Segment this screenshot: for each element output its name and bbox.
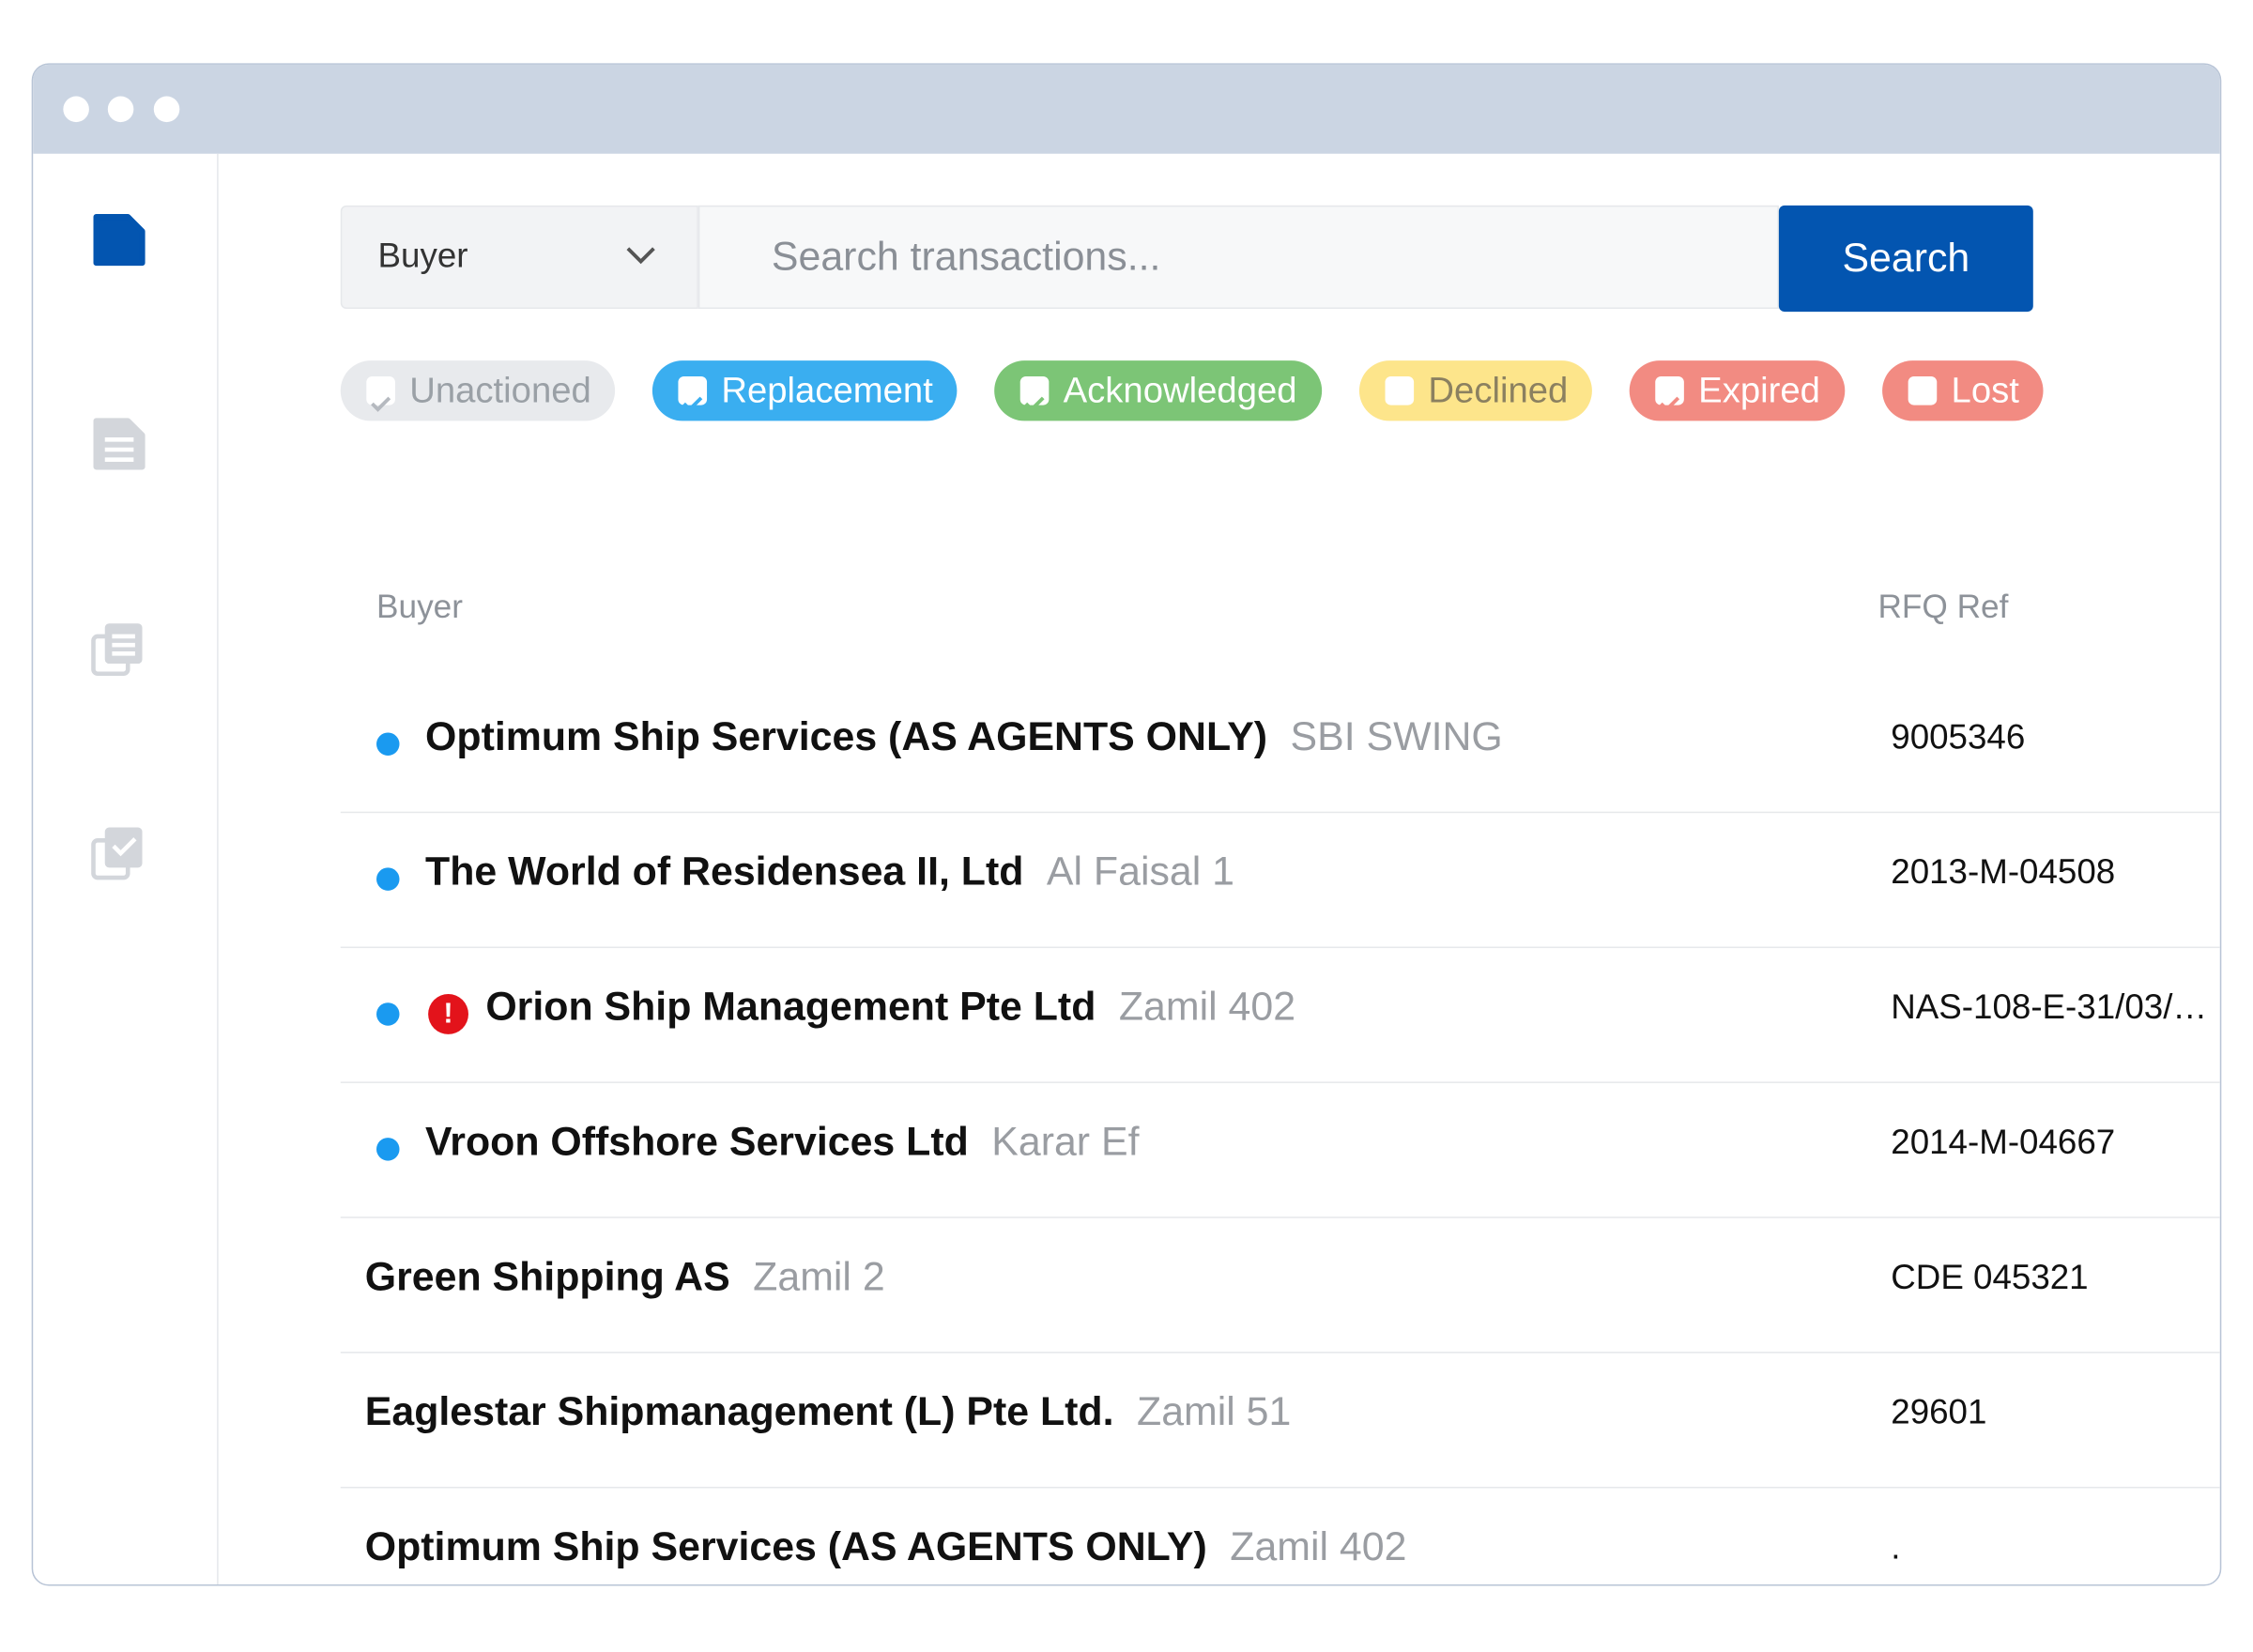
window-dot — [107, 96, 134, 123]
alert-icon: ! — [428, 994, 468, 1034]
nav-icon[interactable] — [90, 211, 147, 268]
search-button[interactable]: Search — [1778, 205, 2033, 313]
checkbox — [678, 375, 708, 412]
table-row[interactable]: Optimum Ship Services (AS AGENTS ONLY) SB… — [340, 677, 2220, 814]
filter-chip[interactable]: Unactioned — [340, 360, 616, 421]
window-dot — [63, 96, 89, 123]
scope-select[interactable]: Buyer — [340, 205, 698, 310]
nav-icon[interactable] — [90, 823, 147, 880]
vessel-name: SBI SWING — [1290, 713, 1503, 759]
checkbox — [1908, 375, 1938, 405]
filter-chip[interactable]: Declined — [1358, 360, 1593, 421]
buyer-name: Optimum Ship Services (AS AGENTS ONLY) — [364, 1523, 1207, 1569]
table-row[interactable]: The World of Residensea II, Ltd Al Faisal… — [340, 812, 2220, 949]
buyer-name: Orion Ship Management Pte Ltd — [485, 984, 1096, 1029]
filter-chip[interactable]: Expired — [1629, 360, 1845, 421]
filter-label: Unactioned — [409, 370, 591, 411]
unread-dot — [376, 732, 400, 756]
check — [1024, 396, 1045, 412]
check — [682, 396, 703, 412]
buyer-cell: Green Shipping AS Zamil 2 — [365, 1254, 885, 1300]
table-row[interactable]: Optimum Ship Services (AS AGENTS ONLY) Za… — [341, 1487, 2220, 1584]
filter-chip[interactable]: Replacement — [651, 360, 958, 421]
rfq-ref: CDE 045321 — [1891, 1258, 2089, 1297]
unread-dot — [376, 1138, 400, 1161]
vessel-name: Zamil 402 — [1118, 984, 1296, 1029]
filter-chip[interactable]: Acknowledged — [994, 360, 1322, 421]
unread-dot — [376, 1002, 400, 1026]
filter-label: Expired — [1698, 370, 1820, 411]
scope-text: Buyer — [377, 237, 468, 276]
vessel-name: Zamil 402 — [1230, 1523, 1407, 1569]
rfq-ref: 9005346 — [1891, 718, 2026, 757]
table-row[interactable]: Eaglestar Shipmanagement (L) Pte Ltd. Zam… — [340, 1352, 2220, 1489]
placeholder: Search transactions... — [771, 234, 1161, 279]
vessel-name: Zamil 51 — [1137, 1388, 1292, 1434]
vessel-name: Zamil 2 — [753, 1254, 885, 1299]
column-header: Buyer — [376, 587, 463, 625]
window: Buyer Search transactions... Search Unac… — [31, 63, 2222, 1586]
rfq-ref: NAS-108-E-31/03/… — [1891, 987, 2208, 1028]
buyer-name: Green Shipping AS — [364, 1254, 730, 1299]
sidebar — [33, 153, 219, 1585]
unread-dot — [376, 867, 400, 891]
buyer-cell: Vroon Offshore Services Ltd Karar Ef — [425, 1119, 1139, 1165]
title-bar — [33, 64, 2220, 154]
checkbox — [1019, 375, 1050, 412]
checkbox — [1385, 375, 1415, 405]
rfq-ref: 2014-M-04667 — [1891, 1123, 2116, 1163]
buyer-name: The World of Residensea II, Ltd — [425, 849, 1024, 894]
nav-icon[interactable] — [90, 620, 147, 677]
vessel-name: Al Faisal 1 — [1046, 849, 1235, 894]
buyer-name: Eaglestar Shipmanagement (L) Pte Ltd. — [364, 1388, 1114, 1434]
filter-label: Replacement — [721, 370, 933, 411]
chevron — [626, 247, 655, 265]
rfq-ref: 29601 — [1891, 1393, 1987, 1432]
buyer-cell: Optimum Ship Services (AS AGENTS ONLY) Za… — [365, 1524, 1407, 1570]
vessel-name: Karar Ef — [991, 1119, 1140, 1164]
buyer-cell: Optimum Ship Services (AS AGENTS ONLY) SB… — [425, 714, 1503, 760]
buyer-cell: Orion Ship Management Pte Ltd Zamil 402 — [485, 984, 1295, 1030]
filter-label: Declined — [1428, 370, 1569, 411]
nav-icon[interactable] — [90, 415, 147, 472]
check — [1660, 396, 1680, 412]
rfq-ref: 2013-M-04508 — [1891, 853, 2116, 893]
filter-chip[interactable]: Lost — [1882, 360, 2044, 421]
table-row[interactable]: ! Orion Ship Management Pte Ltd Zamil 402 N… — [340, 947, 2220, 1083]
checkbox — [366, 375, 395, 412]
column-header: RFQ Ref — [1878, 587, 2009, 625]
buyer-cell: Eaglestar Shipmanagement (L) Pte Ltd. Zam… — [365, 1389, 1292, 1435]
search-input[interactable]: Search transactions... — [697, 205, 1779, 310]
buyer-name: Vroon Offshore Services Ltd — [425, 1119, 969, 1164]
check — [371, 396, 391, 412]
rfq-ref: . — [1891, 1528, 1901, 1568]
filter-label: Lost — [1951, 370, 2019, 411]
buyer-cell: The World of Residensea II, Ltd Al Faisal… — [425, 849, 1234, 895]
buyer-name: Optimum Ship Services (AS AGENTS ONLY) — [425, 713, 1268, 759]
window-dot — [153, 96, 180, 123]
table-row[interactable]: Green Shipping AS Zamil 2 CDE 045321 — [340, 1216, 2220, 1354]
table-row[interactable]: Vroon Offshore Services Ltd Karar Ef 2014-… — [340, 1081, 2220, 1218]
checkbox — [1655, 375, 1684, 412]
filter-label: Acknowledged — [1063, 370, 1297, 411]
